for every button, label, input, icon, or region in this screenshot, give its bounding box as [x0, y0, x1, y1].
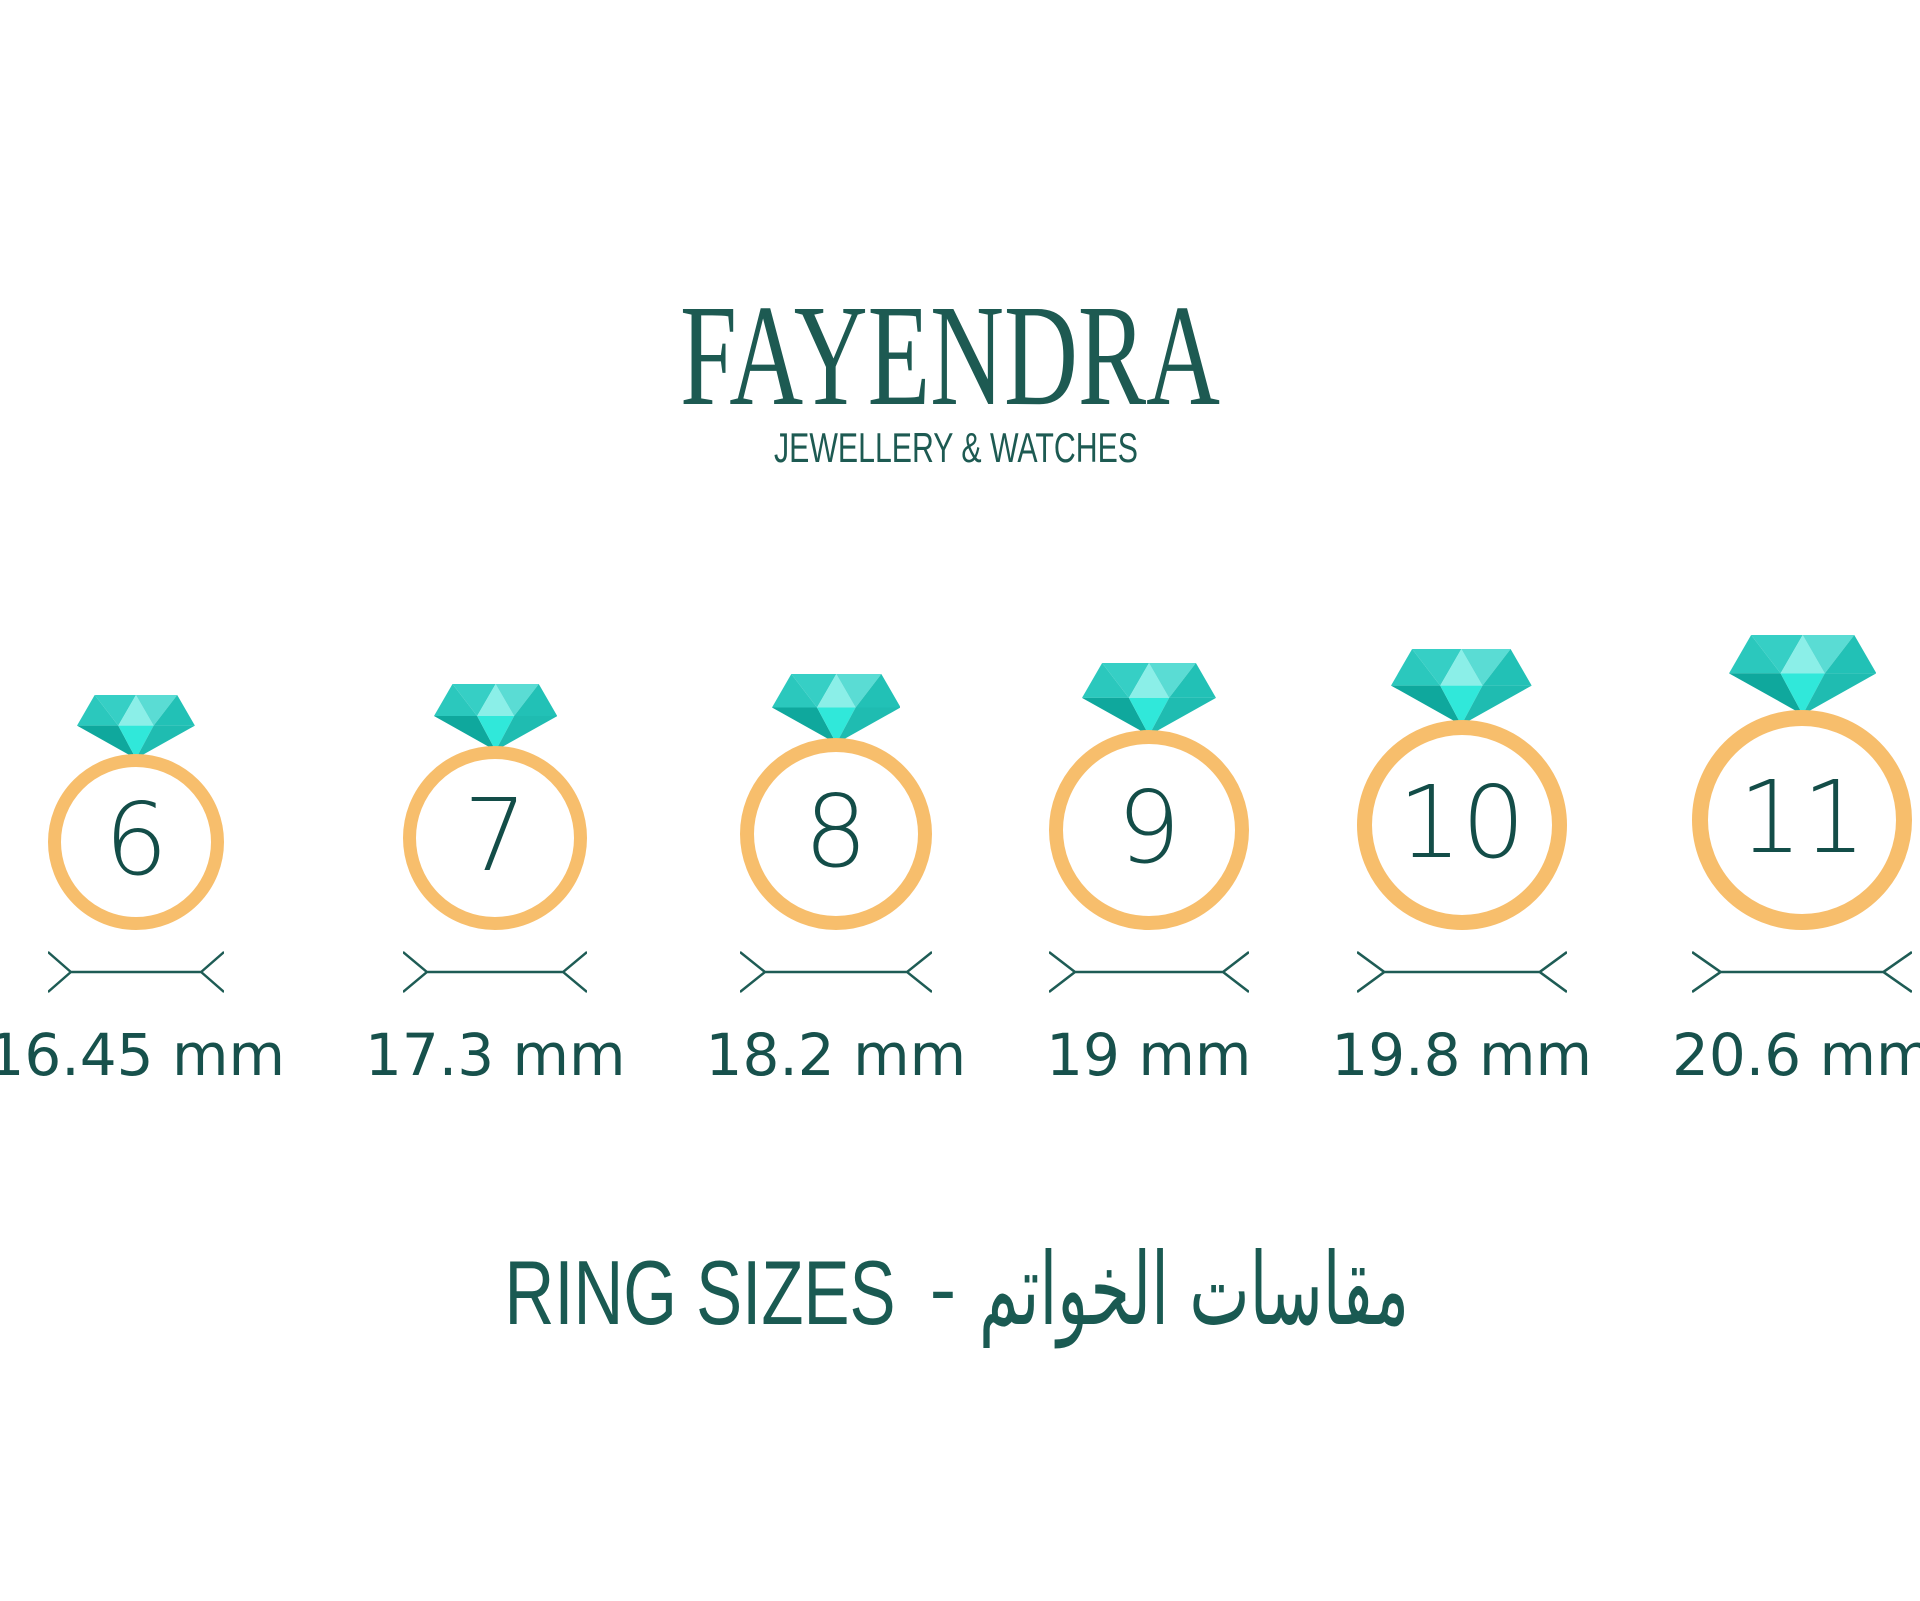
fayendra-logo: FAYENDRA JEWELLERY & WATCHES: [680, 276, 1220, 471]
ring-size-number: 11: [1738, 759, 1866, 876]
ring-band: 8: [739, 738, 932, 930]
diamond-icon: [77, 695, 196, 759]
page-title-separator: -: [930, 1244, 957, 1333]
brand-name: FAYENDRA: [680, 276, 1220, 436]
diameter-label: 16.45 mm: [0, 1021, 285, 1089]
ring-band: 6: [48, 754, 225, 930]
diameter-arrow-icon: [739, 951, 932, 993]
ring-band: 11: [1692, 710, 1913, 930]
ring-size-number: 9: [1116, 769, 1181, 886]
diameter-arrow-icon: [1356, 951, 1567, 993]
ring-size-item-11: 11 20.6 mm: [1672, 635, 1920, 1090]
page-title: RING SIZES - مقاسات الخواتم: [505, 1231, 1410, 1348]
ring-band: 7: [403, 746, 588, 930]
ring-size-item-9: 9 19 mm: [1046, 662, 1252, 1090]
diameter-label: 17.3 mm: [364, 1021, 626, 1089]
diameter-label: 19 mm: [1046, 1021, 1252, 1089]
diameter-label: 18.2 mm: [705, 1021, 967, 1089]
ring-size-item-7: 7 17.3 mm: [365, 684, 626, 1090]
ring-size-number: 8: [804, 773, 868, 890]
diameter-label: 19.8 mm: [1331, 1021, 1592, 1089]
ring-band: 10: [1356, 720, 1567, 930]
diamond-icon: [771, 673, 901, 743]
ring-size-number: 6: [104, 781, 169, 898]
diamond-icon: [433, 684, 557, 751]
page-title-arabic: مقاسات الخواتم: [979, 1231, 1409, 1348]
ring-size-item-8: 8 18.2 mm: [705, 673, 967, 1090]
diameter-arrow-icon: [403, 951, 588, 993]
page-title-english: RING SIZES: [505, 1243, 896, 1344]
ring-size-item-6: 6 16.45 mm: [0, 695, 285, 1090]
ring-band: 9: [1048, 730, 1249, 930]
ring-size-number: 7: [463, 777, 528, 894]
diameter-arrow-icon: [1692, 951, 1913, 993]
ring-size-number: 10: [1398, 764, 1526, 881]
diameter-arrow-icon: [48, 951, 225, 993]
brand-subtitle: JEWELLERY & WATCHES: [774, 424, 1138, 471]
diamond-icon: [1081, 662, 1216, 735]
ring-size-item-10: 10 19.8 mm: [1331, 649, 1592, 1090]
diamond-icon: [1728, 635, 1876, 715]
diameter-label: 20.6 mm: [1671, 1021, 1920, 1089]
rings-row: 6 16.45 mm 7: [0, 635, 1920, 1090]
diamond-icon: [1391, 649, 1532, 725]
diameter-arrow-icon: [1048, 951, 1249, 993]
